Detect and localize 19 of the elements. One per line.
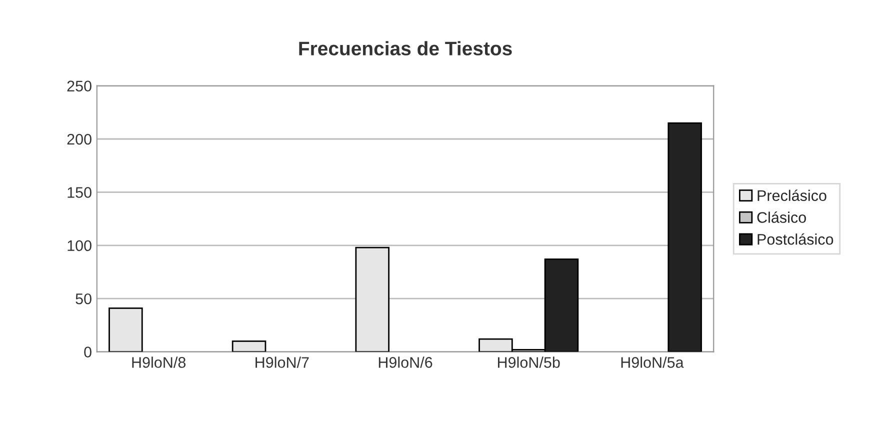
bar	[108, 307, 143, 352]
x-tick-label: H9loN/8	[132, 356, 186, 368]
y-tick-label: 200	[67, 134, 92, 145]
x-tick-label: H9loN/7	[256, 356, 309, 368]
y-tick-label: 100	[68, 240, 92, 252]
bar	[232, 340, 266, 352]
legend-label: Clásico	[757, 211, 806, 223]
legend-label: Preclásico	[758, 190, 826, 202]
y-tick-label: 0	[84, 346, 92, 358]
x-tick-label: H9loN/5a	[621, 356, 684, 368]
x-tick-label: H9loN/6	[378, 356, 432, 368]
y-tick-label: 150	[68, 187, 92, 198]
legend-label: Postclásico	[758, 233, 834, 245]
y-tick-label: 250	[67, 80, 92, 92]
bar	[668, 122, 702, 352]
y-tick-label: 50	[76, 293, 92, 304]
bar	[355, 246, 390, 352]
x-tick-label: H9loN/5b	[498, 356, 560, 368]
chart-title: Frecuencias de Tiestos	[299, 41, 512, 56]
